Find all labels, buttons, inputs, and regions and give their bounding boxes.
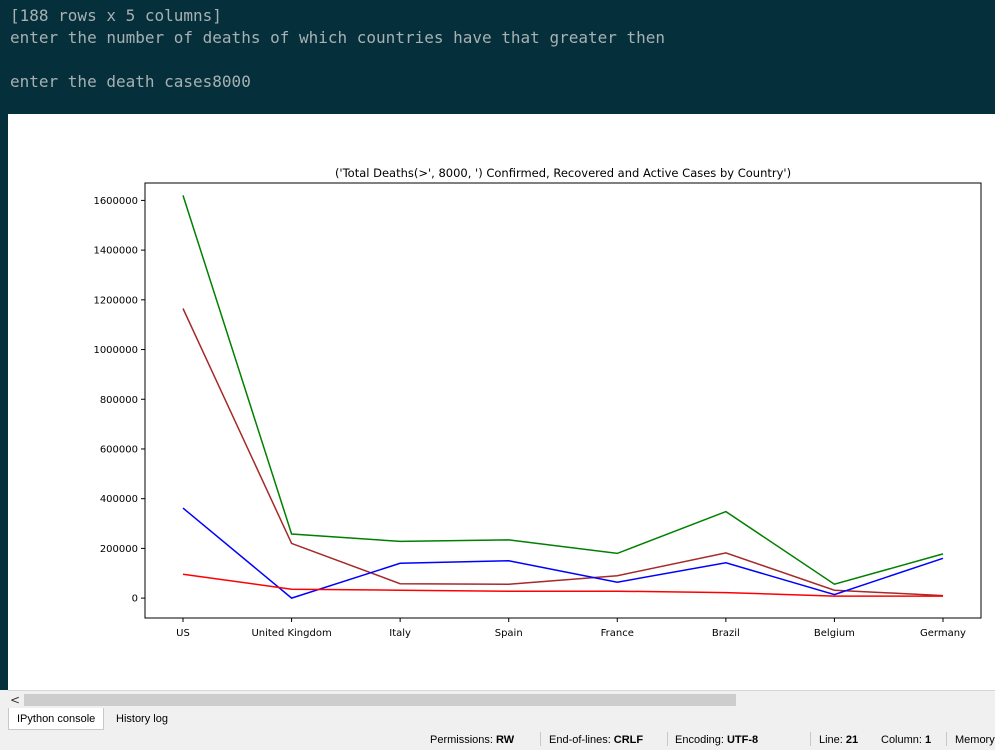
series-line-3 bbox=[182, 573, 943, 597]
status-permissions: Permissions: RW bbox=[430, 730, 514, 750]
y-tick-label: 600000 bbox=[100, 444, 138, 455]
status-divider bbox=[667, 732, 668, 746]
y-tick-label: 1600000 bbox=[93, 196, 138, 207]
x-tick-label: Italy bbox=[389, 628, 411, 639]
x-tick-label: United Kingdom bbox=[251, 628, 331, 639]
x-tick-label: Belgium bbox=[814, 628, 855, 639]
x-tick-label: US bbox=[176, 628, 190, 639]
y-tick-label: 800000 bbox=[100, 395, 138, 406]
tab-ipython-console[interactable]: IPython console bbox=[8, 708, 105, 730]
plot-figure: ('Total Deaths(>', 8000, ') Confirmed, R… bbox=[8, 114, 995, 690]
permissions-label: Permissions: bbox=[430, 734, 493, 746]
y-tick-label: 1200000 bbox=[93, 295, 138, 306]
scroll-left-arrow[interactable]: < bbox=[9, 693, 21, 707]
pane-tabs: IPython console History log bbox=[0, 708, 995, 730]
y-tick-label: 200000 bbox=[100, 544, 138, 555]
tab-history-log[interactable]: History log bbox=[116, 713, 168, 725]
chart-title: ('Total Deaths(>', 8000, ') Confirmed, R… bbox=[335, 166, 791, 180]
encoding-value: UTF-8 bbox=[726, 734, 759, 746]
y-tick-label: 0 bbox=[132, 594, 138, 605]
status-line: Line: 21 bbox=[819, 730, 858, 750]
console-line: [188 rows x 5 columns] bbox=[10, 6, 222, 25]
line-label: Line: bbox=[819, 734, 843, 746]
status-divider bbox=[810, 732, 811, 746]
status-column: Column: 1 bbox=[881, 730, 931, 750]
line-value: 21 bbox=[845, 734, 859, 746]
horizontal-scrollbar[interactable]: < bbox=[8, 690, 995, 709]
y-tick-label: 1400000 bbox=[93, 246, 138, 257]
column-label: Column: bbox=[881, 734, 922, 746]
series-line-2 bbox=[182, 507, 944, 599]
eol-label: End-of-lines: bbox=[549, 734, 611, 746]
console-line: enter the death cases8000 bbox=[10, 72, 251, 91]
status-divider bbox=[946, 732, 947, 746]
status-divider bbox=[540, 732, 541, 746]
x-tick-label: France bbox=[601, 628, 634, 639]
column-value: 1 bbox=[924, 734, 932, 746]
x-tick-label: Germany bbox=[920, 628, 966, 639]
status-encoding: Encoding: UTF-8 bbox=[675, 730, 758, 750]
axes-frame bbox=[144, 182, 982, 619]
encoding-label: Encoding: bbox=[675, 734, 724, 746]
status-memory: Memory: bbox=[955, 730, 995, 750]
x-tick-label: Spain bbox=[495, 628, 523, 639]
y-axis: 0 200000 400000 600000 800000 1000000 1200000 1… bbox=[93, 196, 145, 605]
console-margin bbox=[0, 114, 8, 690]
line-chart: ('Total Deaths(>', 8000, ') Confirmed, R… bbox=[93, 166, 982, 639]
series-line-0 bbox=[182, 195, 944, 586]
x-tick-label: Brazil bbox=[712, 628, 740, 639]
y-tick-label: 400000 bbox=[100, 494, 138, 505]
series-layer bbox=[182, 195, 944, 599]
memory-label: Memory: bbox=[955, 734, 995, 746]
scroll-thumb[interactable] bbox=[24, 694, 736, 706]
console-line: enter the number of deaths of which coun… bbox=[10, 28, 666, 47]
status-bar: Permissions: RW End-of-lines: CRLF Encodin… bbox=[0, 730, 995, 746]
console-output: [188 rows x 5 columns] enter the number … bbox=[0, 0, 995, 114]
x-axis: US United Kingdom Italy Spain France Brazil Be… bbox=[176, 618, 966, 639]
status-eol: End-of-lines: CRLF bbox=[549, 730, 643, 750]
permissions-value: RW bbox=[495, 734, 515, 746]
eol-value: CRLF bbox=[613, 734, 644, 746]
series-line-1 bbox=[182, 308, 944, 597]
y-tick-label: 1000000 bbox=[93, 345, 138, 356]
